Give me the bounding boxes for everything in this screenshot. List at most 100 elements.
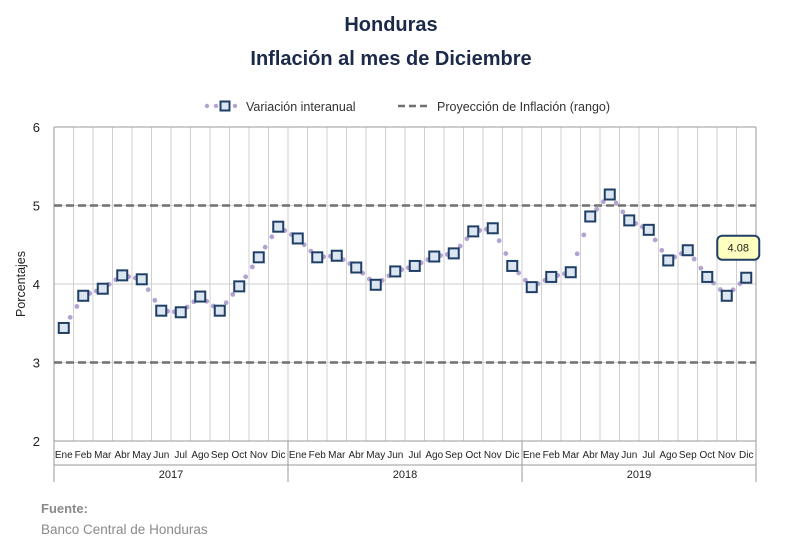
series-dot — [503, 251, 509, 256]
data-point — [252, 251, 265, 264]
x-tick-label-month: Ago — [659, 450, 677, 461]
series-dot — [620, 209, 626, 215]
series-dot — [698, 265, 704, 271]
x-tick-label-month: Jul — [642, 450, 655, 461]
data-point — [662, 254, 675, 267]
data-point — [311, 251, 324, 264]
x-tick-label-month: Mar — [562, 450, 580, 461]
x-tick-label-month: Jul — [408, 450, 421, 461]
x-tick-label-month: Jul — [174, 450, 187, 461]
x-tick-label-month: Dic — [505, 450, 519, 461]
series-dot — [262, 244, 268, 250]
data-point — [389, 265, 402, 278]
data-point — [642, 223, 655, 236]
data-point — [57, 321, 70, 334]
data-point — [96, 282, 109, 295]
x-tick-label-month: May — [600, 450, 619, 461]
data-point — [233, 280, 246, 293]
series-dot — [652, 237, 658, 243]
x-tick-label-month: Ene — [289, 450, 307, 461]
x-tick-label-month: Mar — [328, 450, 346, 461]
x-tick-label-year: 2018 — [393, 469, 417, 481]
series-dot — [457, 243, 463, 249]
annotation-label: 4.08 — [728, 243, 749, 255]
data-point — [116, 269, 129, 282]
y-tick-label: 4 — [33, 277, 40, 292]
x-tick-label-month: Ene — [523, 450, 541, 461]
x-tick-label-month: Ene — [55, 450, 73, 461]
x-tick-label-month: Oct — [465, 450, 481, 461]
source-label: Fuente: — [41, 501, 88, 516]
data-point — [350, 261, 363, 274]
legend-label-variacion: Variación interanual — [246, 100, 356, 114]
x-tick-label-year: 2019 — [627, 469, 651, 481]
series-dot — [574, 251, 580, 257]
data-point — [486, 222, 499, 235]
x-tick-label-month: Jun — [153, 450, 169, 461]
data-point — [135, 273, 148, 286]
data-point — [623, 214, 636, 227]
x-tick-label-month: Nov — [718, 450, 736, 461]
x-tick-label-month: Jun — [621, 450, 637, 461]
x-tick-label-month: Dic — [271, 450, 285, 461]
x-tick-label-month: May — [366, 450, 385, 461]
chart-title: Honduras — [344, 14, 437, 36]
x-tick-label-month: May — [132, 450, 151, 461]
data-point — [740, 271, 753, 284]
x-tick-label-month: Oct — [699, 450, 715, 461]
series-dot — [223, 300, 229, 306]
data-point — [174, 306, 187, 319]
data-point — [428, 250, 441, 263]
series-dot — [249, 264, 255, 270]
series-dot — [152, 297, 158, 303]
data-point — [603, 188, 616, 201]
data-point — [681, 244, 694, 257]
data-point — [525, 281, 538, 294]
x-tick-label-month: Sep — [679, 450, 697, 461]
legend-label-proyeccion: Proyección de Inflación (rango) — [437, 100, 610, 114]
data-point — [701, 270, 714, 283]
x-axis: Ene Feb Mar Abr May Jun Jul Ago Sep Oct Nov Dic Ene F… — [53, 440, 757, 482]
x-tick-label-month: Abr — [348, 450, 364, 461]
chart-subtitle: Inflación al mes de Diciembre — [250, 48, 531, 70]
legend-marker-variacion — [204, 100, 238, 112]
data-point — [77, 289, 90, 302]
y-axis-label: Porcentajes — [14, 251, 28, 317]
x-tick-label-month: Oct — [231, 450, 247, 461]
x-tick-label-year: 2017 — [159, 469, 183, 481]
series-dot — [145, 287, 151, 293]
data-point — [467, 225, 480, 238]
series-dot — [659, 247, 665, 253]
series-dot — [464, 236, 470, 242]
data-point — [545, 270, 558, 283]
x-tick-label-month: Nov — [250, 450, 268, 461]
data-point — [291, 232, 304, 245]
chart: Honduras Inflación al mes de Diciembre V… — [14, 14, 761, 482]
x-tick-label-month: Dic — [739, 450, 753, 461]
series-dot — [269, 234, 275, 240]
x-tick-label-month: Feb — [543, 450, 561, 461]
data-point — [564, 266, 577, 279]
series-dot — [67, 314, 73, 320]
data-point — [720, 289, 733, 302]
series-dot — [613, 200, 619, 206]
data-point — [194, 290, 207, 303]
x-tick-label-month: Jun — [387, 450, 403, 461]
series-dot — [496, 238, 502, 244]
x-tick-label-month: Abr — [114, 450, 130, 461]
legend: Variación interanual Proyección de Infla… — [204, 100, 610, 114]
series-dot — [691, 256, 697, 262]
series-dot — [74, 303, 80, 309]
data-point — [330, 249, 343, 262]
series-dot — [230, 291, 236, 297]
data-point — [584, 210, 597, 223]
data-point — [272, 220, 285, 233]
y-tick-label: 2 — [33, 434, 40, 449]
x-tick-label-month: Mar — [94, 450, 112, 461]
annotation-box — [716, 234, 761, 261]
x-tick-label-month: Sep — [211, 450, 229, 461]
x-tick-label-month: Feb — [309, 450, 327, 461]
data-markers — [57, 188, 753, 334]
series-dot — [581, 232, 587, 238]
x-tick-label-month: Feb — [75, 450, 93, 461]
